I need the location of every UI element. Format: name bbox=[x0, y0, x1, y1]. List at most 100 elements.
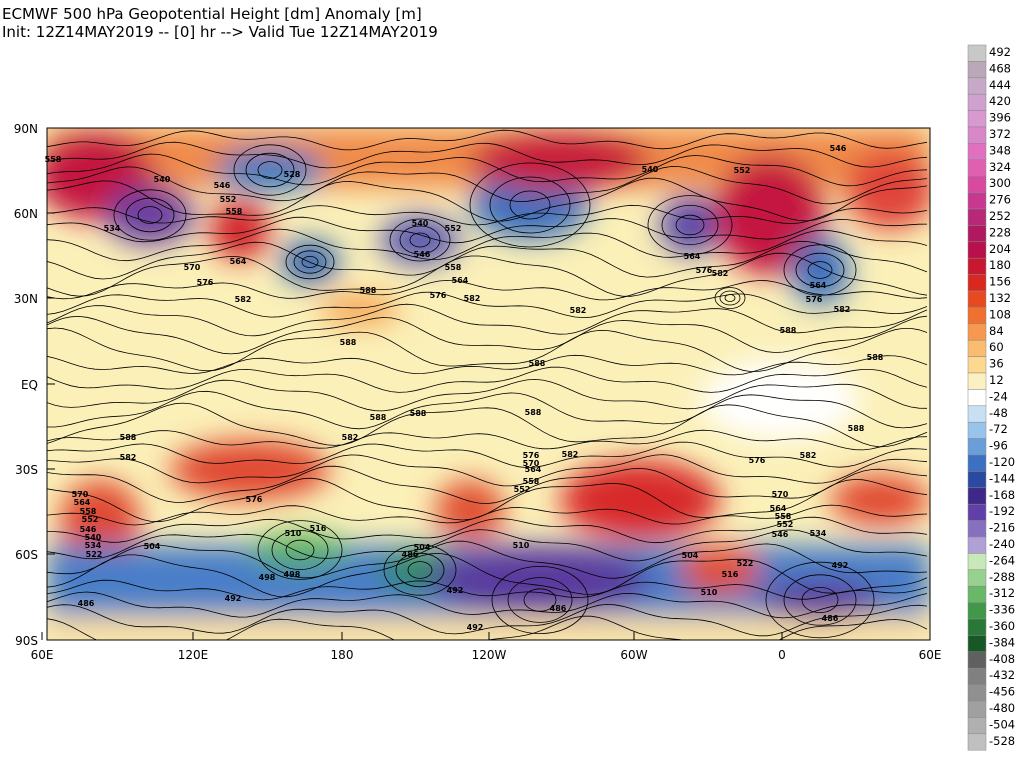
colorbar-swatch bbox=[967, 520, 987, 538]
colorbar-swatch bbox=[967, 602, 987, 620]
contour-label: 552 bbox=[514, 485, 531, 494]
lat-label: 90N bbox=[14, 122, 38, 136]
lon-label: 60E bbox=[919, 648, 942, 662]
contour-line bbox=[47, 454, 928, 487]
contour-label: 486 bbox=[78, 599, 95, 608]
contour-line bbox=[47, 504, 928, 526]
contour-label: 498 bbox=[259, 573, 276, 582]
colorbar-label: -96 bbox=[989, 439, 1008, 453]
contour-label: 516 bbox=[310, 524, 327, 533]
contour-ring bbox=[399, 225, 441, 255]
colorbar-swatch bbox=[967, 471, 987, 489]
contour-ring bbox=[409, 232, 431, 248]
colorbar-label: 12 bbox=[989, 373, 1004, 387]
contour-ring bbox=[724, 294, 736, 302]
contour-ring bbox=[285, 244, 335, 280]
colorbar-label: 252 bbox=[989, 209, 1011, 223]
colorbar-swatch bbox=[967, 208, 987, 226]
contour-label: 552 bbox=[82, 515, 99, 524]
colorbar-label: 396 bbox=[989, 111, 1011, 125]
colorbar-swatch bbox=[967, 635, 987, 653]
contour-label: 570 bbox=[772, 490, 789, 499]
contour-line bbox=[47, 516, 928, 544]
contour-ring bbox=[491, 566, 589, 635]
contour-label: 522 bbox=[86, 550, 103, 559]
contour-label: 510 bbox=[701, 588, 718, 597]
contour-line bbox=[47, 529, 928, 562]
colorbar-swatch bbox=[967, 421, 987, 439]
contour-label: 504 bbox=[414, 543, 431, 552]
subtitle: Init: 12Z14MAY2019 -- [0] hr --> Valid T… bbox=[2, 23, 438, 41]
contour-label: 582 bbox=[562, 450, 579, 459]
contour-label: 564 bbox=[525, 465, 542, 474]
contour-label: 516 bbox=[722, 570, 739, 579]
colorbar-label: 300 bbox=[989, 176, 1011, 190]
colorbar-swatch bbox=[967, 257, 987, 275]
contour-label: 564 bbox=[230, 257, 247, 266]
colorbar-swatch bbox=[967, 44, 987, 62]
colorbar-label: 84 bbox=[989, 324, 1004, 338]
contour-ring bbox=[233, 144, 307, 196]
contour-label: 576 bbox=[430, 291, 447, 300]
colorbar-swatch bbox=[967, 61, 987, 79]
contour-label: 558 bbox=[775, 512, 792, 521]
contour-ring bbox=[245, 152, 295, 188]
contour-line bbox=[47, 552, 928, 598]
colorbar-label: -168 bbox=[989, 488, 1015, 502]
contour-label: 546 bbox=[414, 250, 431, 259]
contour-ring bbox=[783, 244, 857, 296]
contour-label: 492 bbox=[225, 594, 242, 603]
contour-label: 588 bbox=[525, 408, 542, 417]
contour-label: 582 bbox=[342, 433, 359, 442]
colorbar-label: 276 bbox=[989, 193, 1011, 207]
contour-label: 492 bbox=[832, 561, 849, 570]
colorbar-swatch bbox=[967, 323, 987, 341]
contour-label: 558 bbox=[80, 507, 97, 516]
colorbar-swatch bbox=[967, 553, 987, 571]
colorbar-swatch bbox=[967, 339, 987, 357]
contour-line bbox=[47, 579, 928, 601]
contour-line bbox=[47, 279, 928, 301]
colorbar-swatch bbox=[967, 356, 987, 374]
colorbar-label: 180 bbox=[989, 258, 1011, 272]
contour-line bbox=[47, 153, 928, 187]
colorbar-swatch bbox=[967, 684, 987, 702]
colorbar-label: 324 bbox=[989, 160, 1011, 174]
contour-label: 534 bbox=[85, 541, 102, 550]
colorbar-label: 108 bbox=[989, 307, 1011, 321]
contour-label: 564 bbox=[810, 281, 827, 290]
contour-label: 588 bbox=[360, 286, 377, 295]
colorbar-swatch bbox=[967, 438, 987, 456]
contour-label: 570 bbox=[523, 459, 540, 468]
contour-line bbox=[47, 441, 928, 469]
colorbar-swatch bbox=[967, 175, 987, 193]
lat-label: 30S bbox=[15, 463, 38, 477]
contour-ring bbox=[271, 530, 329, 571]
contour-line bbox=[47, 327, 928, 373]
contour-label: 564 bbox=[74, 498, 91, 507]
contour-label: 576 bbox=[806, 295, 823, 304]
contour-line bbox=[47, 603, 928, 637]
colorbar-swatch bbox=[967, 405, 987, 423]
colorbar-swatch bbox=[967, 225, 987, 243]
contour-label: 582 bbox=[235, 295, 252, 304]
lon-label: 180 bbox=[331, 648, 354, 662]
lat-label: 30N bbox=[14, 292, 38, 306]
colorbar-label: -72 bbox=[989, 422, 1008, 436]
colorbar-label: 132 bbox=[989, 291, 1011, 305]
contour-ring bbox=[293, 250, 327, 274]
colorbar-swatch bbox=[967, 143, 987, 161]
colorbar-label: 156 bbox=[989, 275, 1011, 289]
colorbar-label: -480 bbox=[989, 701, 1015, 715]
contour-label: 582 bbox=[834, 305, 851, 314]
colorbar-swatch bbox=[967, 454, 987, 472]
contour-line bbox=[47, 354, 928, 376]
contour-line bbox=[47, 615, 928, 640]
lat-label: 60N bbox=[14, 207, 38, 221]
colorbar-label: -528 bbox=[989, 734, 1015, 748]
contour-line bbox=[47, 402, 928, 448]
contour-label: 558 bbox=[445, 263, 462, 272]
colorbar-label: -360 bbox=[989, 619, 1015, 633]
contour-ring bbox=[647, 195, 733, 255]
contour-label: 546 bbox=[830, 144, 847, 153]
